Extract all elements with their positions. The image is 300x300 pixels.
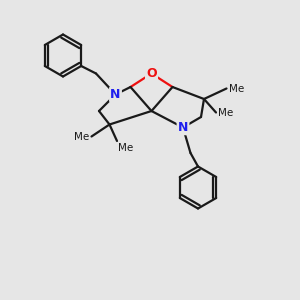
- Text: Me: Me: [74, 131, 89, 142]
- Text: N: N: [110, 88, 121, 101]
- Text: N: N: [178, 121, 188, 134]
- Text: Me: Me: [218, 107, 234, 118]
- Text: Me: Me: [229, 83, 244, 94]
- Text: Me: Me: [118, 143, 134, 153]
- Text: O: O: [146, 67, 157, 80]
